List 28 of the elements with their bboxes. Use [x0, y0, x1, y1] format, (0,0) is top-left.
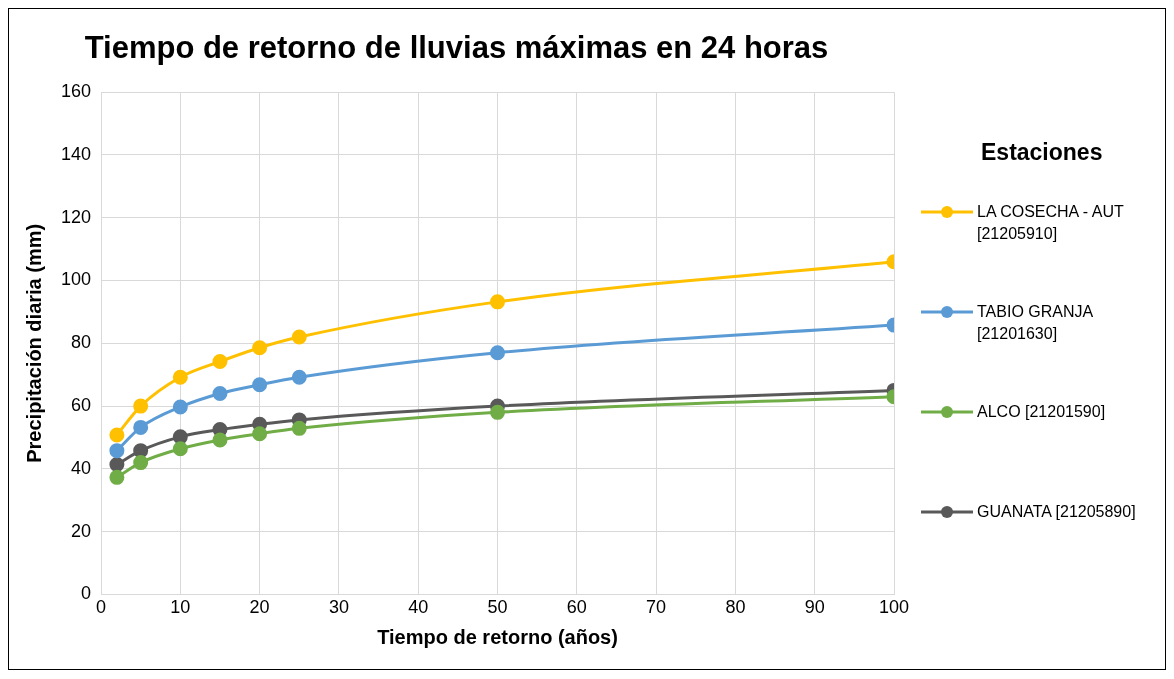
x-axis-title: Tiempo de retorno (años) [377, 625, 618, 648]
x-tick-label: 30 [328, 597, 349, 618]
legend-label: ALCO [21201590] [977, 402, 1106, 422]
legend-title: Estaciones [981, 139, 1104, 166]
x-tick-label: 20 [249, 597, 270, 618]
y-tick-label: 60 [71, 395, 92, 416]
y-tick-label: 120 [60, 206, 92, 227]
legend-label: GUANATA [21205890] [977, 502, 1136, 522]
chart-title: Tiempo de retorno de lluvias máximas en 24 horas [84, 30, 829, 66]
legend-label: LA COSECHA - AUT [21205910] [977, 202, 1125, 244]
y-tick-label: 40 [71, 457, 92, 478]
x-tick-label: 90 [804, 597, 825, 618]
x-tick-label: 70 [646, 597, 667, 618]
x-tick-label: 50 [487, 597, 508, 618]
x-tick-label: 60 [566, 597, 587, 618]
y-tick-label: 20 [71, 520, 92, 541]
x-tick-label: 10 [170, 597, 191, 618]
legend-label: TABIO GRANJA [21201630] [977, 302, 1094, 344]
y-tick-label: 140 [60, 143, 92, 164]
x-tick-label: 100 [878, 597, 910, 618]
y-tick-label: 160 [60, 81, 92, 102]
y-tick-label: 0 [81, 583, 92, 604]
y-tick-label: 100 [60, 269, 92, 290]
x-tick-label: 40 [408, 597, 429, 618]
y-tick-label: 80 [71, 332, 92, 353]
x-tick-label: 0 [96, 597, 107, 618]
x-tick-label: 80 [725, 597, 746, 618]
y-axis-title: Precipitación diaria (mm) [22, 223, 45, 463]
